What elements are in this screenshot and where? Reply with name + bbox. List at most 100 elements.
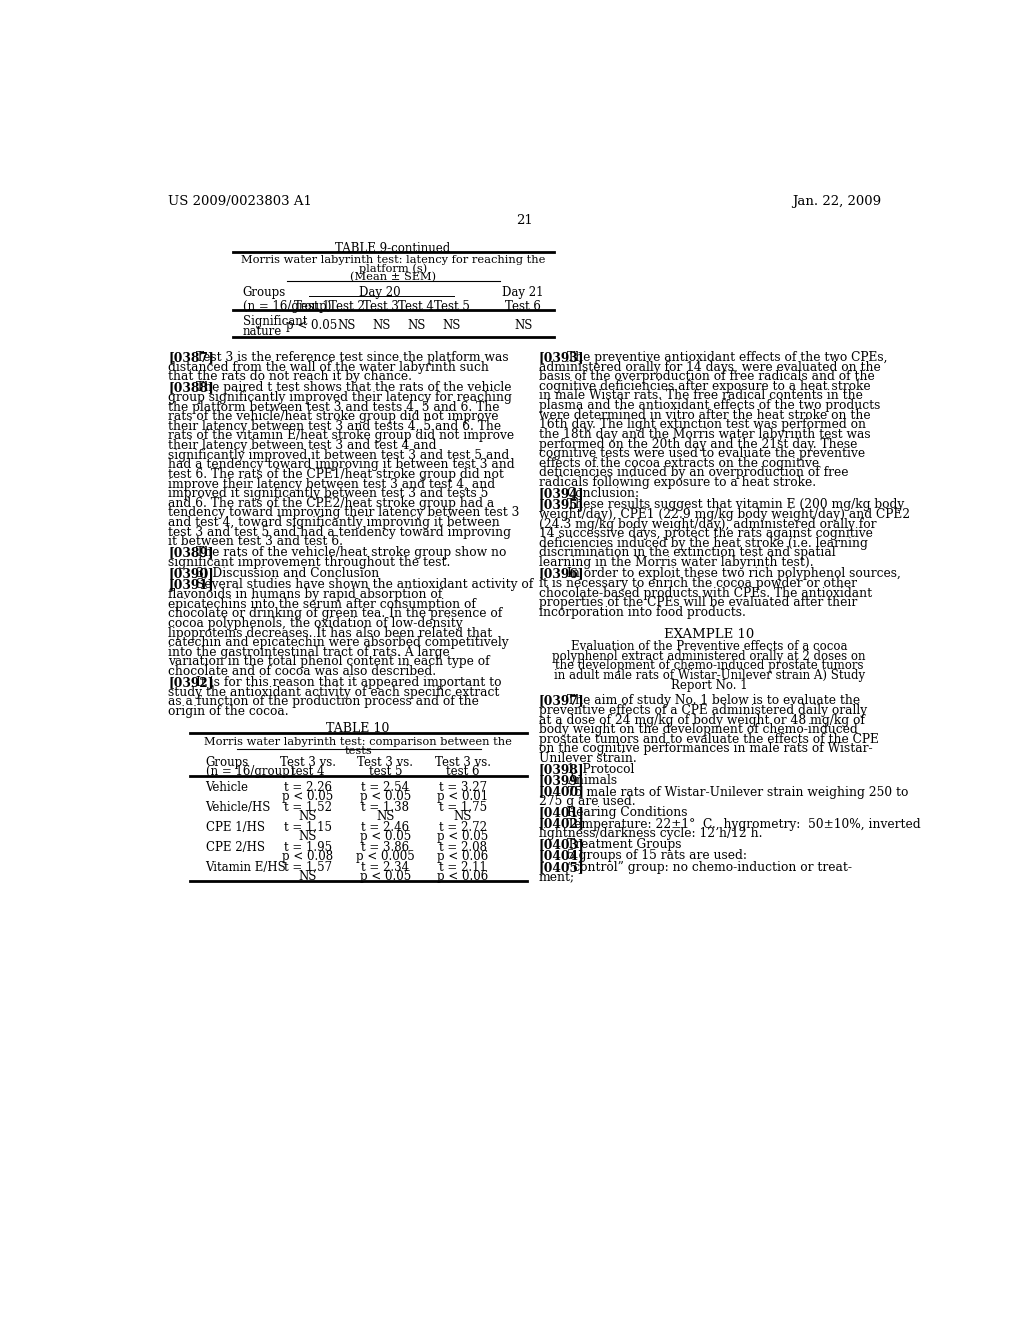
Text: it is necessary to enrich the cocoa powder or other: it is necessary to enrich the cocoa powd… — [539, 577, 857, 590]
Text: [0399]: [0399] — [539, 775, 584, 788]
Text: t = 1.75: t = 1.75 — [438, 801, 486, 814]
Text: (n = 16/group): (n = 16/group) — [243, 300, 331, 313]
Text: [0404]: [0404] — [539, 850, 585, 862]
Text: test 6: test 6 — [446, 764, 479, 777]
Text: it between test 3 and test 6.: it between test 3 and test 6. — [168, 536, 343, 548]
Text: basis of the overproduction of free radicals and of the: basis of the overproduction of free radi… — [539, 370, 874, 383]
Text: [0403]: [0403] — [539, 838, 585, 851]
Text: that the rats do not reach it by chance.: that the rats do not reach it by chance. — [168, 370, 413, 383]
Text: [0390]: [0390] — [168, 568, 214, 581]
Text: p < 0.05: p < 0.05 — [359, 870, 411, 883]
Text: p < 0.05: p < 0.05 — [359, 791, 411, 803]
Text: their latency between test 3 and tests 4, 5 and 6. The: their latency between test 3 and tests 4… — [168, 420, 502, 433]
Text: test 3 and test 5 and had a tendency toward improving: test 3 and test 5 and had a tendency tow… — [168, 525, 511, 539]
Text: properties of the CPEs will be evaluated after their: properties of the CPEs will be evaluated… — [539, 597, 857, 609]
Text: t = 2.11: t = 2.11 — [439, 861, 486, 874]
Text: (24.3 mg/kg body weight/day), administered orally for: (24.3 mg/kg body weight/day), administer… — [539, 517, 877, 531]
Text: chocolate and of cocoa was also described.: chocolate and of cocoa was also describe… — [168, 665, 436, 678]
Text: It is for this reason that it appeared important to: It is for this reason that it appeared i… — [197, 676, 502, 689]
Text: 3) Discussion and Conclusion: 3) Discussion and Conclusion — [197, 568, 380, 581]
Text: [0392]: [0392] — [168, 676, 214, 689]
Text: platform (s): platform (s) — [359, 264, 427, 275]
Text: test 6. The rats of the CPE1/heat stroke group did not: test 6. The rats of the CPE1/heat stroke… — [168, 469, 504, 480]
Text: TABLE 10: TABLE 10 — [327, 722, 390, 735]
Text: p < 0.08: p < 0.08 — [283, 850, 334, 863]
Text: p < 0.005: p < 0.005 — [356, 850, 415, 863]
Text: flavonoids in humans by rapid absorption of: flavonoids in humans by rapid absorption… — [168, 589, 442, 601]
Text: Test 3 vs.: Test 3 vs. — [435, 755, 490, 768]
Text: [0405]: [0405] — [539, 861, 585, 874]
Text: Several studies have shown the antioxidant activity of: Several studies have shown the antioxida… — [197, 578, 534, 591]
Text: Test 3 vs.: Test 3 vs. — [357, 755, 414, 768]
Text: lipoproteins decreases. It has also been related that: lipoproteins decreases. It has also been… — [168, 627, 493, 640]
Text: effects of the cocoa extracts on the cognitive: effects of the cocoa extracts on the cog… — [539, 457, 819, 470]
Text: Unilever strain.: Unilever strain. — [539, 752, 637, 766]
Text: cocoa polyphenols, the oxidation of low-density: cocoa polyphenols, the oxidation of low-… — [168, 616, 463, 630]
Text: Test 2: Test 2 — [329, 300, 365, 313]
Text: learning in the Morris water labyrinth test).: learning in the Morris water labyrinth t… — [539, 556, 813, 569]
Text: The paired t test shows that the rats of the vehicle: The paired t test shows that the rats of… — [197, 381, 512, 395]
Text: weight/day), CPE1 (22.9 mg/kg body weight/day) and CPE2: weight/day), CPE1 (22.9 mg/kg body weigh… — [539, 508, 910, 521]
Text: their latency between test 3 and test 4 and: their latency between test 3 and test 4 … — [168, 440, 437, 451]
Text: into the gastrointestinal tract of rats. A large: into the gastrointestinal tract of rats.… — [168, 645, 451, 659]
Text: EXAMPLE 10: EXAMPLE 10 — [665, 628, 755, 640]
Text: rats of the vitamin E/heat stroke group did not improve: rats of the vitamin E/heat stroke group … — [168, 429, 514, 442]
Text: radicals following exposure to a heat stroke.: radicals following exposure to a heat st… — [539, 477, 816, 488]
Text: study the antioxidant activity of each specific extract: study the antioxidant activity of each s… — [168, 686, 500, 698]
Text: Vitamin E/HS: Vitamin E/HS — [206, 861, 287, 874]
Text: p < 0.05: p < 0.05 — [283, 791, 334, 803]
Text: improved it significantly between test 3 and tests 5: improved it significantly between test 3… — [168, 487, 488, 500]
Text: distanced from the wall of the water labyrinth such: distanced from the wall of the water lab… — [168, 360, 489, 374]
Text: NS: NS — [299, 810, 317, 824]
Text: t = 1.38: t = 1.38 — [361, 801, 410, 814]
Text: the platform between test 3 and tests 4, 5 and 6. The: the platform between test 3 and tests 4,… — [168, 400, 500, 413]
Text: Significant: Significant — [243, 315, 307, 329]
Text: [0389]: [0389] — [168, 546, 214, 560]
Text: 275 g are used.: 275 g are used. — [539, 795, 635, 808]
Text: ment;: ment; — [539, 870, 574, 883]
Text: [0387]: [0387] — [168, 351, 214, 364]
Text: significant improvement throughout the test.: significant improvement throughout the t… — [168, 556, 451, 569]
Text: In order to exploit these two rich polyphenol sources,: In order to exploit these two rich polyp… — [566, 568, 900, 581]
Text: [0393]: [0393] — [539, 351, 585, 364]
Text: tendency toward improving their latency between test 3: tendency toward improving their latency … — [168, 507, 519, 520]
Text: 5 groups of 15 rats are used:: 5 groups of 15 rats are used: — [566, 850, 746, 862]
Text: in adult male rats of Wistar-Unilever strain A) Study: in adult male rats of Wistar-Unilever st… — [554, 669, 865, 682]
Text: CPE 2/HS: CPE 2/HS — [206, 841, 264, 854]
Text: epicatechins into the serum after consumption of: epicatechins into the serum after consum… — [168, 598, 476, 611]
Text: t = 3.27: t = 3.27 — [438, 781, 486, 793]
Text: catechin and epicatechin were absorbed competitively: catechin and epicatechin were absorbed c… — [168, 636, 509, 649]
Text: Test 3 is the reference test since the platform was: Test 3 is the reference test since the p… — [197, 351, 509, 364]
Text: TABLE 9-continued: TABLE 9-continued — [336, 242, 451, 255]
Text: t = 1.57: t = 1.57 — [284, 861, 332, 874]
Text: plasma and the antioxidant effects of the two products: plasma and the antioxidant effects of th… — [539, 399, 880, 412]
Text: Conclusion:: Conclusion: — [566, 487, 640, 500]
Text: Vehicle/HS: Vehicle/HS — [206, 801, 271, 814]
Text: Jan. 22, 2009: Jan. 22, 2009 — [793, 195, 882, 209]
Text: at a dose of 24 mg/kg of body weight or 48 mg/kg of: at a dose of 24 mg/kg of body weight or … — [539, 714, 864, 726]
Text: and test 4, toward significantly improving it between: and test 4, toward significantly improvi… — [168, 516, 500, 529]
Text: p < 0.06: p < 0.06 — [437, 850, 488, 863]
Text: chocolate or drinking of green tea. In the presence of: chocolate or drinking of green tea. In t… — [168, 607, 503, 620]
Text: [0402]: [0402] — [539, 817, 585, 830]
Text: NS: NS — [408, 319, 426, 333]
Text: The aim of study No. 1 below is to evaluate the: The aim of study No. 1 below is to evalu… — [566, 694, 860, 708]
Text: These results suggest that vitamin E (200 mg/kg body: These results suggest that vitamin E (20… — [566, 499, 904, 511]
Text: [0400]: [0400] — [539, 785, 585, 799]
Text: t = 2.26: t = 2.26 — [284, 781, 332, 793]
Text: cognitive deficiencies after exposure to a heat stroke: cognitive deficiencies after exposure to… — [539, 380, 870, 393]
Text: t = 1.15: t = 1.15 — [284, 821, 332, 834]
Text: [0395]: [0395] — [539, 499, 584, 511]
Text: NS: NS — [454, 810, 472, 824]
Text: test 4: test 4 — [291, 764, 325, 777]
Text: [0388]: [0388] — [168, 381, 214, 395]
Text: variation in the total phenol content in each type of: variation in the total phenol content in… — [168, 656, 489, 668]
Text: [0394]: [0394] — [539, 487, 585, 500]
Text: [0398]: [0398] — [539, 763, 585, 776]
Text: NS: NS — [442, 319, 461, 333]
Text: Test 5: Test 5 — [434, 300, 470, 313]
Text: Evaluation of the Preventive effects of a cocoa: Evaluation of the Preventive effects of … — [571, 640, 848, 653]
Text: Test 4: Test 4 — [398, 300, 434, 313]
Text: deficiencies induced by an overproduction of free: deficiencies induced by an overproductio… — [539, 466, 848, 479]
Text: Rearing Conditions: Rearing Conditions — [566, 807, 687, 820]
